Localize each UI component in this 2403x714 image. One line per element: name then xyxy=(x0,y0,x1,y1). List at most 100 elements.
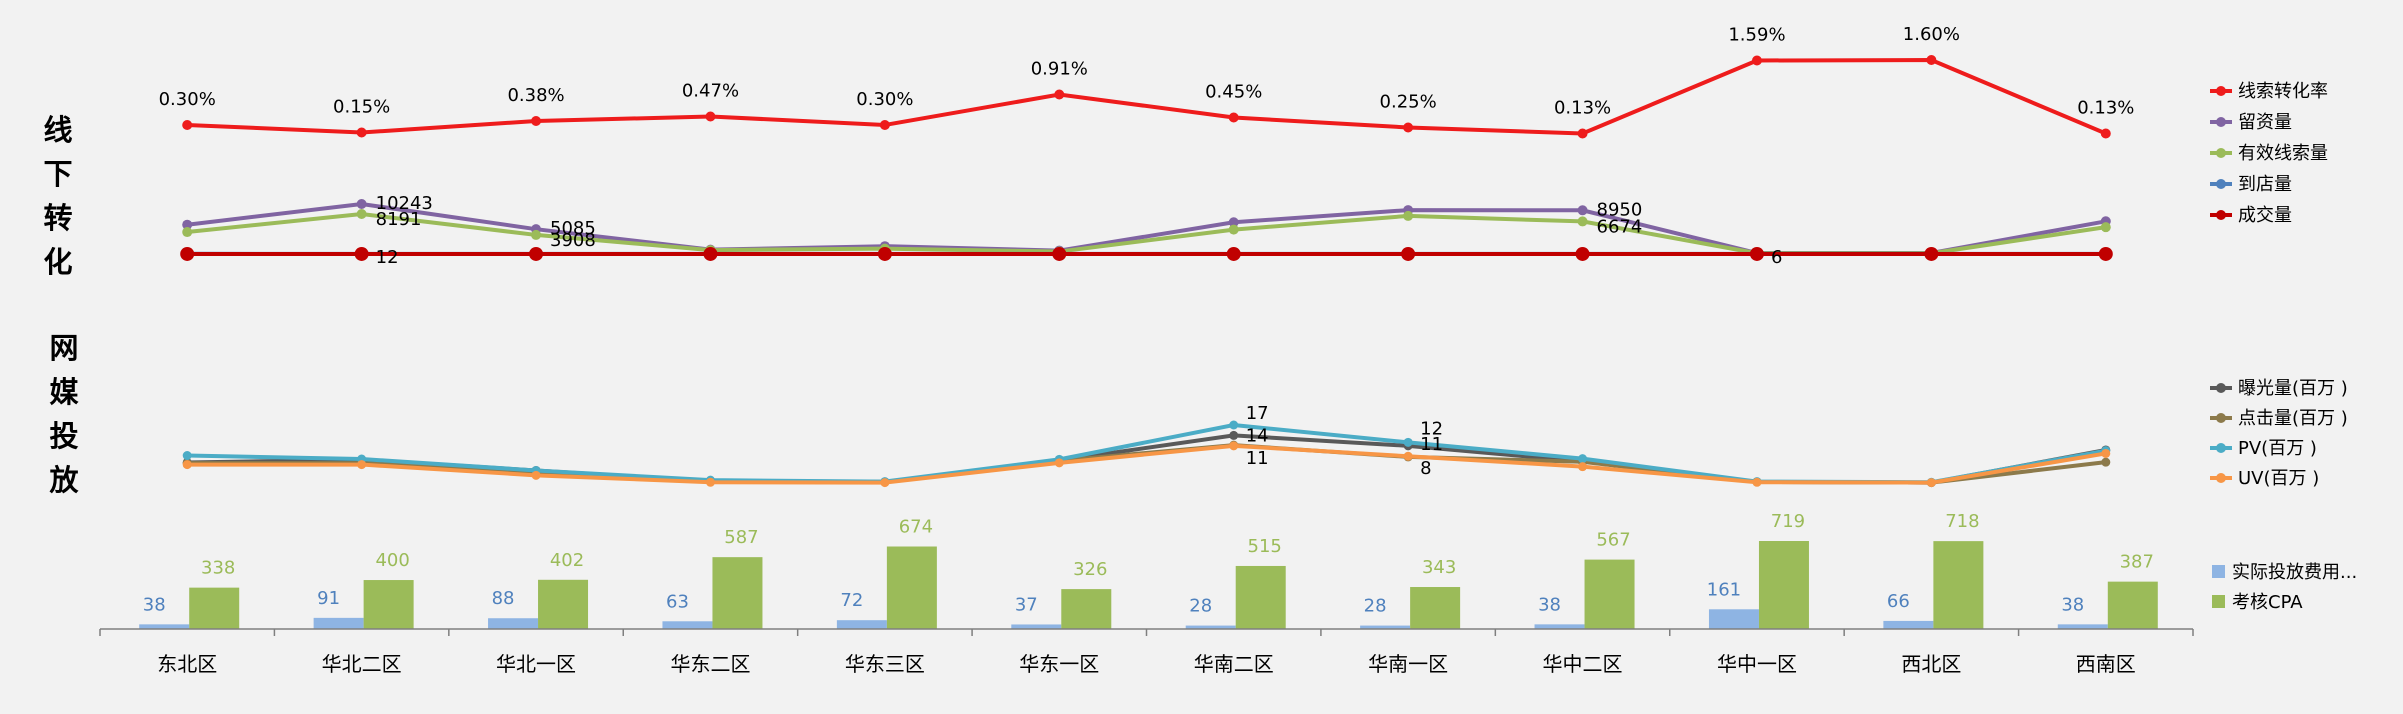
x-tick-label: 华东二区 xyxy=(670,652,750,676)
point-rate xyxy=(531,116,542,126)
point-rate xyxy=(2100,128,2111,139)
data-label-cost: 38 xyxy=(1538,594,1561,615)
data-label-offline: 12 xyxy=(376,247,399,268)
x-tick-label: 华北一区 xyxy=(496,652,576,676)
point-offline xyxy=(703,246,718,261)
x-tick-label: 西南区 xyxy=(2076,652,2136,676)
bar-cpa xyxy=(189,587,240,629)
point-media xyxy=(1229,441,1239,451)
point-offline xyxy=(1226,246,1241,261)
data-label-cpa: 400 xyxy=(375,550,409,571)
point-offline xyxy=(354,246,369,261)
point-offline xyxy=(356,209,367,220)
data-label-cost: 37 xyxy=(1015,594,1038,615)
point-media xyxy=(705,477,715,487)
point-media xyxy=(880,478,890,488)
legend-media-marker xyxy=(2216,443,2226,453)
data-label-cost: 72 xyxy=(840,590,863,611)
legend-offline-label: 成交量 xyxy=(2238,205,2292,226)
data-label-rate: 0.30% xyxy=(159,89,216,110)
point-offline xyxy=(1403,210,1414,221)
data-label-cpa: 515 xyxy=(1248,536,1282,557)
bar-cpa xyxy=(1061,589,1112,629)
section-title-media-char: 放 xyxy=(48,463,79,497)
x-tick-label: 东北区 xyxy=(157,652,217,676)
bar-cpa xyxy=(1235,565,1286,629)
point-media xyxy=(182,460,192,470)
section-title-media-char: 媒 xyxy=(49,375,79,409)
point-media xyxy=(1054,458,1064,468)
legend-media-marker xyxy=(2216,383,2226,393)
legend-offline-label: 线索转化率 xyxy=(2238,81,2328,102)
legend-bar-label: 考核CPA xyxy=(2232,592,2303,613)
data-label-offline: 3908 xyxy=(550,230,596,251)
point-rate xyxy=(1054,89,1065,100)
legend-offline-label: 有效线索量 xyxy=(2238,143,2328,164)
data-label-cpa: 326 xyxy=(1073,559,1107,580)
data-label-cost: 38 xyxy=(143,594,166,615)
data-label-rate: 1.60% xyxy=(1903,24,1960,45)
point-offline xyxy=(356,199,367,209)
data-label-rate: 0.13% xyxy=(1554,98,1611,119)
data-label-rate: 0.13% xyxy=(2077,98,2134,119)
data-label-offline: 8191 xyxy=(376,209,422,230)
legend-offline-marker xyxy=(2216,86,2226,96)
data-label-rate: 0.47% xyxy=(682,81,739,102)
section-title-media-char: 网 xyxy=(49,331,78,365)
x-tick-label: 华中二区 xyxy=(1543,652,1623,676)
point-media xyxy=(2101,448,2111,458)
x-tick-label: 西北区 xyxy=(1901,652,1961,676)
bar-cost xyxy=(1708,609,1759,629)
x-tick-label: 华南一区 xyxy=(1368,652,1448,676)
legend-offline-marker xyxy=(2216,210,2226,220)
data-label-cpa: 387 xyxy=(2120,552,2154,573)
legend-offline-marker xyxy=(2216,117,2226,127)
bar-cost xyxy=(2057,624,2108,629)
data-label-rate: 0.38% xyxy=(507,85,564,106)
data-label-cpa: 587 xyxy=(724,527,758,548)
point-rate xyxy=(356,127,367,138)
point-media xyxy=(531,470,541,480)
point-media xyxy=(1229,420,1239,430)
point-offline xyxy=(1401,246,1416,261)
data-label-rate: 1.59% xyxy=(1728,25,1785,46)
point-rate xyxy=(1926,55,1937,65)
legend-offline-label: 留资量 xyxy=(2238,112,2292,133)
point-rate xyxy=(705,111,716,122)
data-label-cost: 38 xyxy=(2061,594,2084,615)
data-label-cost: 28 xyxy=(1189,596,1212,617)
data-label-offline: 8950 xyxy=(1597,199,1643,220)
section-title-media-char: 投 xyxy=(49,419,78,453)
data-label-cost: 63 xyxy=(666,591,689,612)
data-label-rate: 0.15% xyxy=(333,97,390,118)
data-label-offline: 5085 xyxy=(550,218,596,239)
point-rate xyxy=(182,120,193,130)
legend-media-label: 曝光量(百万 ) xyxy=(2238,378,2348,399)
bar-cpa xyxy=(1933,541,1984,629)
data-label-media: 11 xyxy=(1246,448,1269,469)
bar-cpa xyxy=(1758,541,1809,629)
point-media xyxy=(182,451,192,461)
series-line-media xyxy=(187,443,2107,485)
bar-cpa xyxy=(2107,581,2158,629)
bar-cost xyxy=(139,624,190,629)
bar-cpa xyxy=(363,580,414,629)
bar-cost xyxy=(1011,624,1062,629)
data-label-cpa: 719 xyxy=(1771,511,1805,532)
x-tick-label: 华东三区 xyxy=(845,652,925,676)
point-offline xyxy=(1052,246,1067,261)
point-media xyxy=(2101,457,2111,467)
bar-cost xyxy=(1534,624,1585,629)
section-title-offline-char: 化 xyxy=(43,245,72,279)
data-label-cpa: 338 xyxy=(201,558,235,579)
data-label-rate: 0.45% xyxy=(1205,82,1262,103)
bar-cpa xyxy=(712,557,763,629)
series-line-rate xyxy=(187,57,2107,136)
data-label-media: 12 xyxy=(1420,418,1443,439)
section-title-offline-char: 下 xyxy=(43,157,72,191)
data-label-offline: 6674 xyxy=(1597,216,1643,237)
data-label-cost: 88 xyxy=(492,588,515,609)
bar-cost xyxy=(313,617,364,629)
legend-media-marker xyxy=(2216,473,2226,483)
